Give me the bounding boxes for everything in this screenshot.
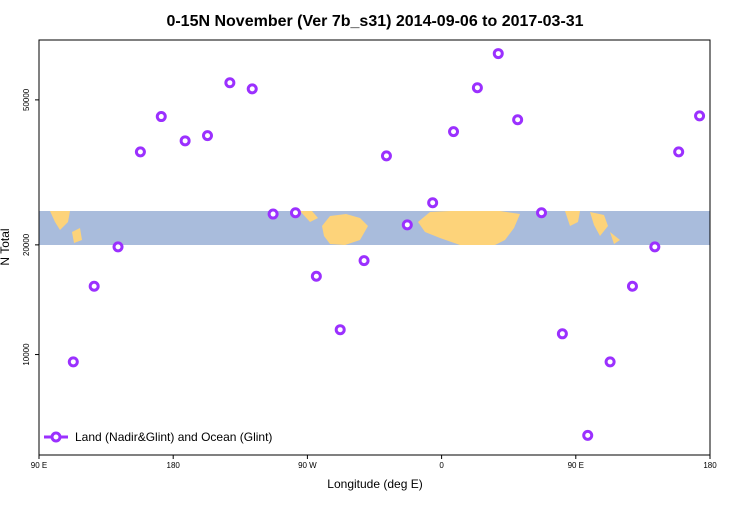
point	[310, 270, 322, 282]
x-tick-label: 90 W	[298, 461, 317, 470]
point	[134, 146, 146, 158]
x-axis-label: Longitude (deg E)	[327, 477, 422, 491]
y-tick-label: 20000	[22, 233, 31, 256]
x-tick-label: 0	[439, 461, 444, 470]
x-tick-label: 180	[703, 461, 717, 470]
chart-title: 0-15N November (Ver 7b_s31) 2014-09-06 t…	[166, 13, 583, 30]
point	[179, 135, 191, 147]
land	[300, 211, 368, 245]
point	[673, 146, 685, 158]
land	[418, 211, 520, 245]
point	[649, 241, 661, 253]
point	[512, 114, 524, 126]
x-tick-label: 90 E	[568, 461, 584, 470]
x-tick-label: 90 E	[31, 461, 47, 470]
legend-marker	[50, 431, 62, 443]
point	[492, 48, 504, 60]
point	[448, 126, 460, 138]
point	[246, 83, 258, 95]
point	[582, 429, 594, 441]
point	[224, 77, 236, 89]
point	[358, 255, 370, 267]
point	[604, 356, 616, 368]
x-tick-label: 180	[167, 461, 181, 470]
point	[401, 219, 413, 231]
point	[471, 82, 483, 94]
point	[112, 241, 124, 253]
point	[694, 110, 706, 122]
point	[67, 356, 79, 368]
y-tick-label: 10000	[22, 343, 31, 366]
point	[289, 207, 301, 219]
point	[427, 197, 439, 209]
point	[201, 130, 213, 142]
point	[536, 207, 548, 219]
plot-frame	[38, 39, 711, 456]
point	[626, 280, 638, 292]
legend-label: Land (Nadir&Glint) and Ocean (Glint)	[75, 430, 272, 444]
point	[267, 208, 279, 220]
point	[556, 328, 568, 340]
y-axis-label: N Total	[0, 228, 12, 265]
point	[155, 111, 167, 123]
y-tick-label: 50000	[22, 88, 31, 111]
ocean-band	[39, 211, 710, 245]
land	[565, 211, 620, 244]
point	[334, 324, 346, 336]
point	[88, 280, 100, 292]
point	[380, 150, 392, 162]
map-band	[39, 211, 710, 245]
land	[50, 211, 82, 243]
